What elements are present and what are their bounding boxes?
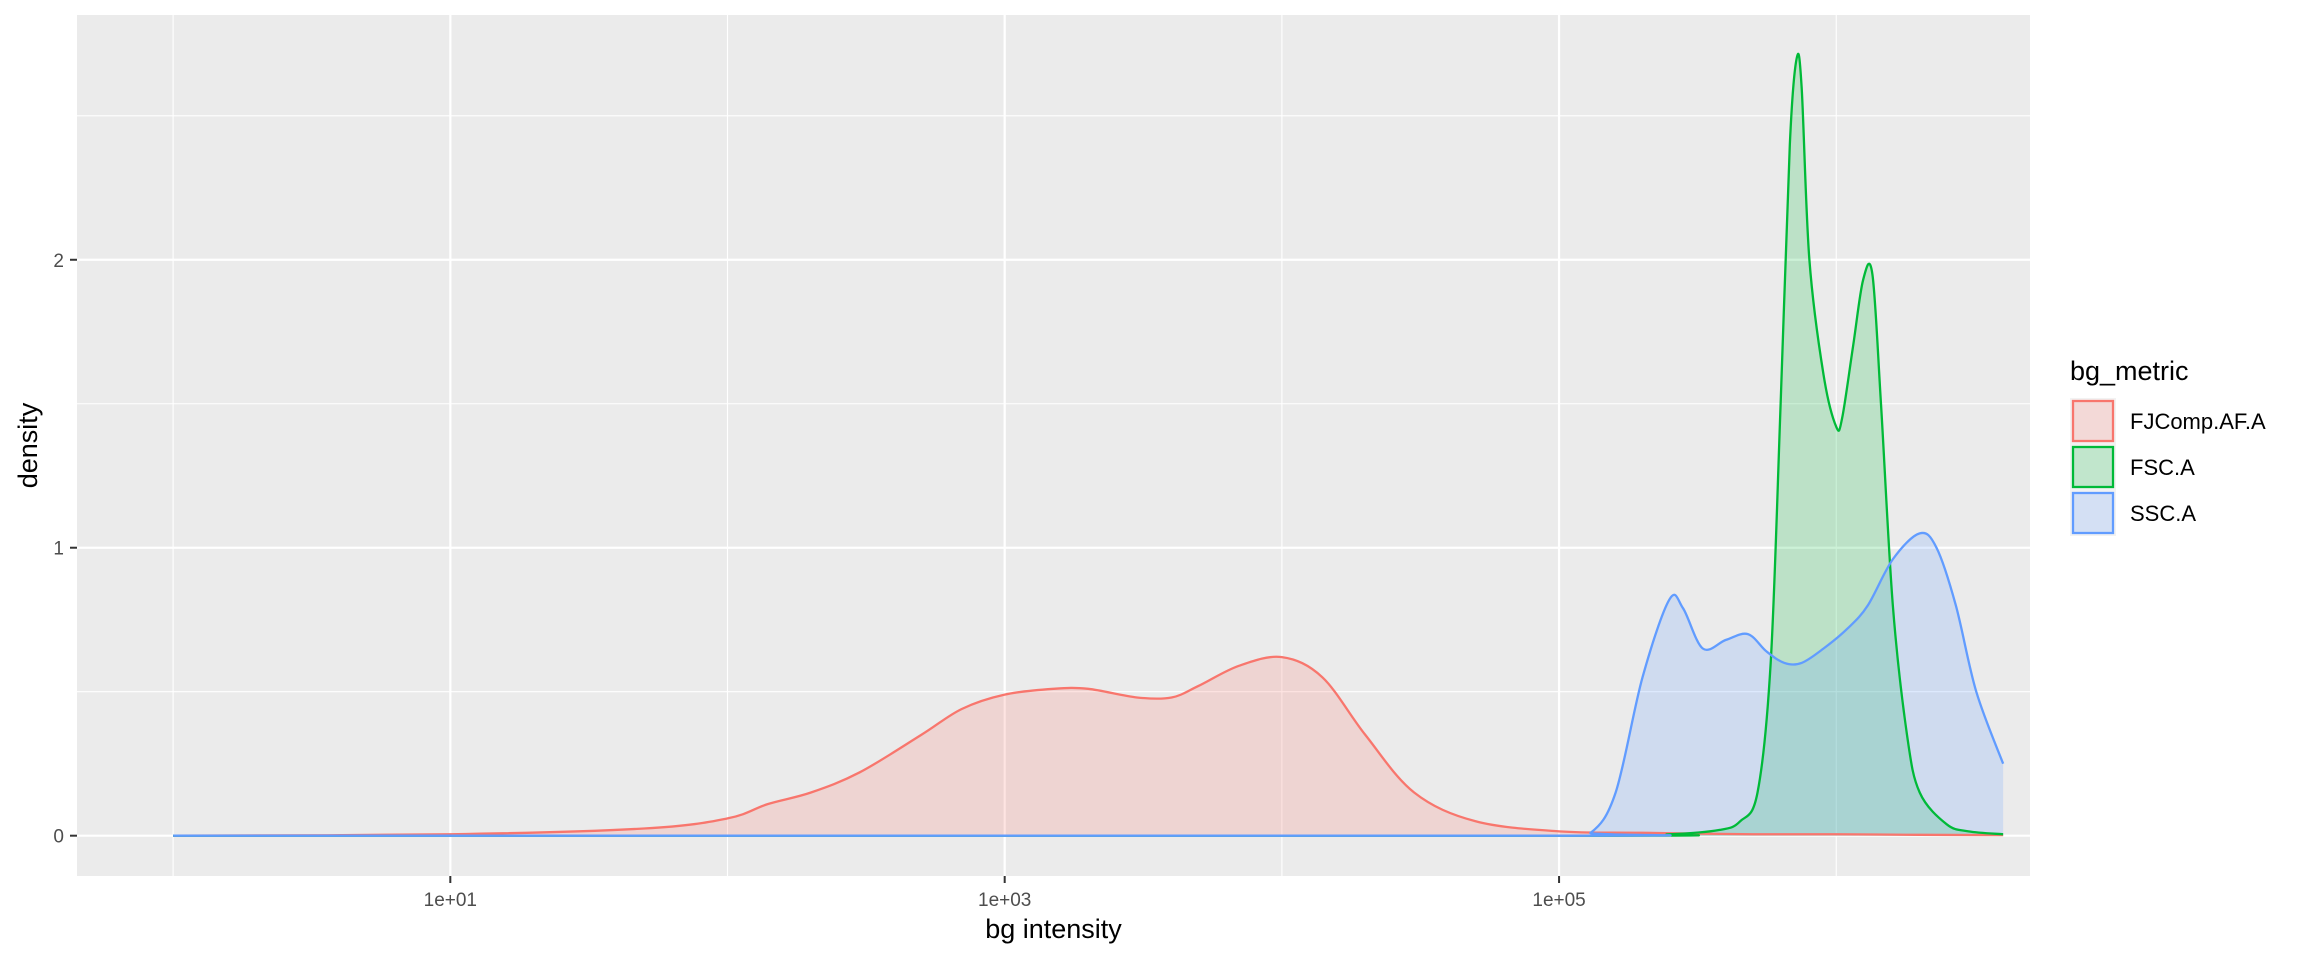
legend-key: [2071, 445, 2115, 489]
density-area-ssc-a: [173, 532, 2004, 836]
density-lines: [173, 52, 2005, 837]
legend-key-background: [2070, 490, 2116, 536]
density-area-fjcomp-af-a: [173, 656, 2004, 836]
density-line-fsc-a: [173, 52, 2004, 837]
density-line-ssc-a: [173, 531, 2005, 837]
x-tick-label: 1e+01: [424, 890, 477, 911]
legend-label: FSC.A: [2130, 455, 2195, 480]
density-areas: [173, 53, 2004, 836]
legend-key-background: [2070, 444, 2116, 490]
legend-key-background: [2070, 398, 2116, 444]
legend: bg_metric FJComp.AF.A FSC.A SSC.A: [2070, 356, 2266, 536]
x-axis: 1e+01 1e+03 1e+05: [424, 876, 1586, 911]
x-axis-title: bg intensity: [985, 914, 1122, 944]
legend-key: [2071, 491, 2115, 535]
density-line-fjcomp-af-a: [173, 655, 2004, 837]
legend-item: SSC.A: [2070, 490, 2196, 536]
y-tick-label: 0: [53, 827, 64, 848]
x-tick-label: 1e+05: [1532, 890, 1585, 911]
legend-label: FJComp.AF.A: [2130, 409, 2266, 434]
legend-label: SSC.A: [2130, 501, 2196, 526]
legend-key: [2071, 399, 2115, 443]
density-area-fsc-a: [173, 53, 2004, 836]
minor-gridlines: [77, 15, 2030, 876]
y-tick-label: 1: [53, 539, 64, 560]
plot-panel: [77, 15, 2030, 876]
x-tick-label: 1e+03: [978, 890, 1031, 911]
legend-title: bg_metric: [2070, 356, 2189, 386]
y-tick-label: 2: [53, 251, 64, 272]
y-axis: 0 1 2: [53, 251, 77, 848]
legend-item: FSC.A: [2070, 444, 2195, 490]
y-axis-title: density: [13, 402, 43, 488]
legend-item: FJComp.AF.A: [2070, 398, 2266, 444]
